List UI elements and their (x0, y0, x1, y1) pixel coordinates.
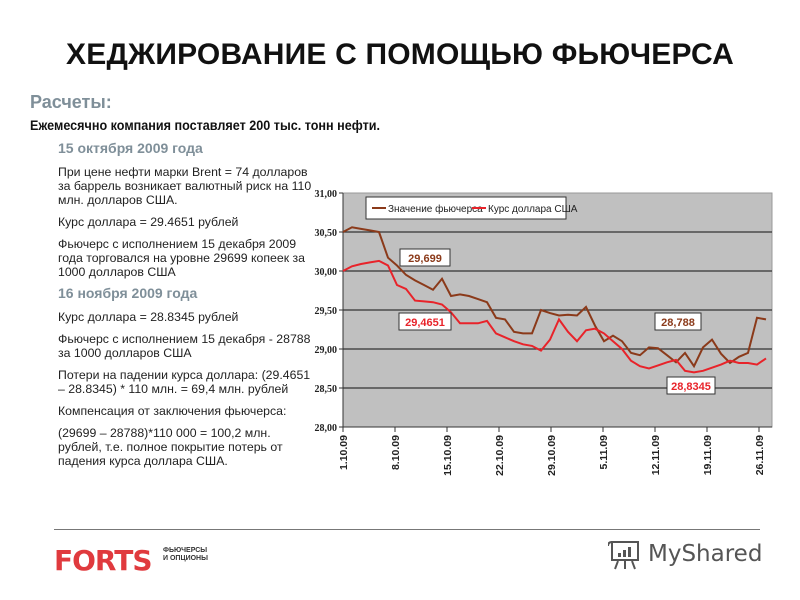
futures-price-oct: Фьючерс с исполнением 15 декабря 2009 го… (58, 237, 305, 279)
data-label-box (654, 312, 702, 331)
y-tick-label: 30,50 (315, 228, 338, 239)
usd-rate-oct: Курс доллара = 29.4651 рублей (58, 215, 239, 229)
x-tick-label: 12.11.09 (650, 435, 662, 475)
svg-text:Значение фьючерса: Значение фьючерса (388, 203, 483, 215)
compensation-calc: (29699 – 28788)*110 000 = 100,2 млн. руб… (58, 426, 283, 468)
svg-text:Курс доллара США: Курс доллара США (488, 204, 578, 215)
x-tick-label: 22.10.09 (494, 435, 506, 476)
chart-legend (365, 196, 567, 220)
y-tick-label: 31,00 (315, 189, 338, 200)
series-line (342, 259, 767, 374)
losses-text: Потери на падении курса доллара: (29.465… (58, 368, 311, 396)
usd-rate-nov: Курс доллара = 28.8345 рублей (58, 310, 239, 324)
svg-text:29,699: 29,699 (408, 253, 442, 265)
forts-logo: FORTS (54, 544, 152, 577)
y-tick-label: 28,00 (315, 423, 338, 434)
svg-text:28,8345: 28,8345 (671, 381, 711, 393)
futures-price-nov: Фьючерс с исполнением 15 декабря - 28788… (58, 332, 311, 360)
svg-text:28,788: 28,788 (661, 317, 695, 329)
lead-text: Ежемесячно компания поставляет 200 тыс. … (30, 117, 381, 133)
y-tick-label: 28,50 (315, 384, 338, 395)
date-heading-oct: 15 октября 2009 года (58, 140, 203, 156)
x-tick-label: 15.10.09 (442, 435, 454, 476)
futures-vs-usd-line-chart: 31,00 30,50 30,00 29,50 29,00 28,50 28,001.10.… (315, 189, 773, 476)
date-heading-nov: 16 ноября 2009 года (58, 285, 198, 301)
forts-logo-tagline: ФЬЮЧЕРСЫ И ОПЦИОНЫ (163, 547, 208, 562)
section-subtitle: Расчеты: (30, 92, 112, 112)
compensation-heading: Компенсация от заключения фьючерса: (58, 404, 287, 418)
x-tick-label: 19.11.09 (702, 435, 714, 475)
watermark-text: MyShared (648, 541, 763, 567)
x-tick-label: 26.11.09 (754, 435, 766, 475)
y-tick-label: 29,00 (315, 345, 338, 356)
data-label-box (666, 376, 716, 395)
svg-text:29,4651: 29,4651 (405, 317, 445, 329)
x-tick-label: 5.11.09 (598, 435, 610, 470)
left-text-column: 15 октября 2009 года При цене нефти марк… (58, 140, 313, 476)
brent-risk-text: При цене нефти марки Brent = 74 долларов… (58, 165, 312, 207)
y-tick-label: 30,00 (315, 267, 338, 278)
myshared-watermark: MyShared (608, 536, 762, 572)
presentation-board-icon (608, 541, 639, 570)
series-line (342, 226, 767, 369)
x-tick-label: 1.10.09 (338, 435, 350, 470)
y-tick-label: 29,50 (315, 306, 338, 317)
footer-divider (54, 529, 760, 530)
data-label-box (399, 248, 451, 267)
x-tick-label: 29.10.09 (546, 435, 558, 476)
data-label-box (398, 312, 452, 331)
slide-title: ХЕДЖИРОВАНИЕ С ПОМОЩЬЮ ФЬЮЧЕРСА (66, 38, 734, 71)
x-tick-label: 8.10.09 (390, 435, 402, 470)
